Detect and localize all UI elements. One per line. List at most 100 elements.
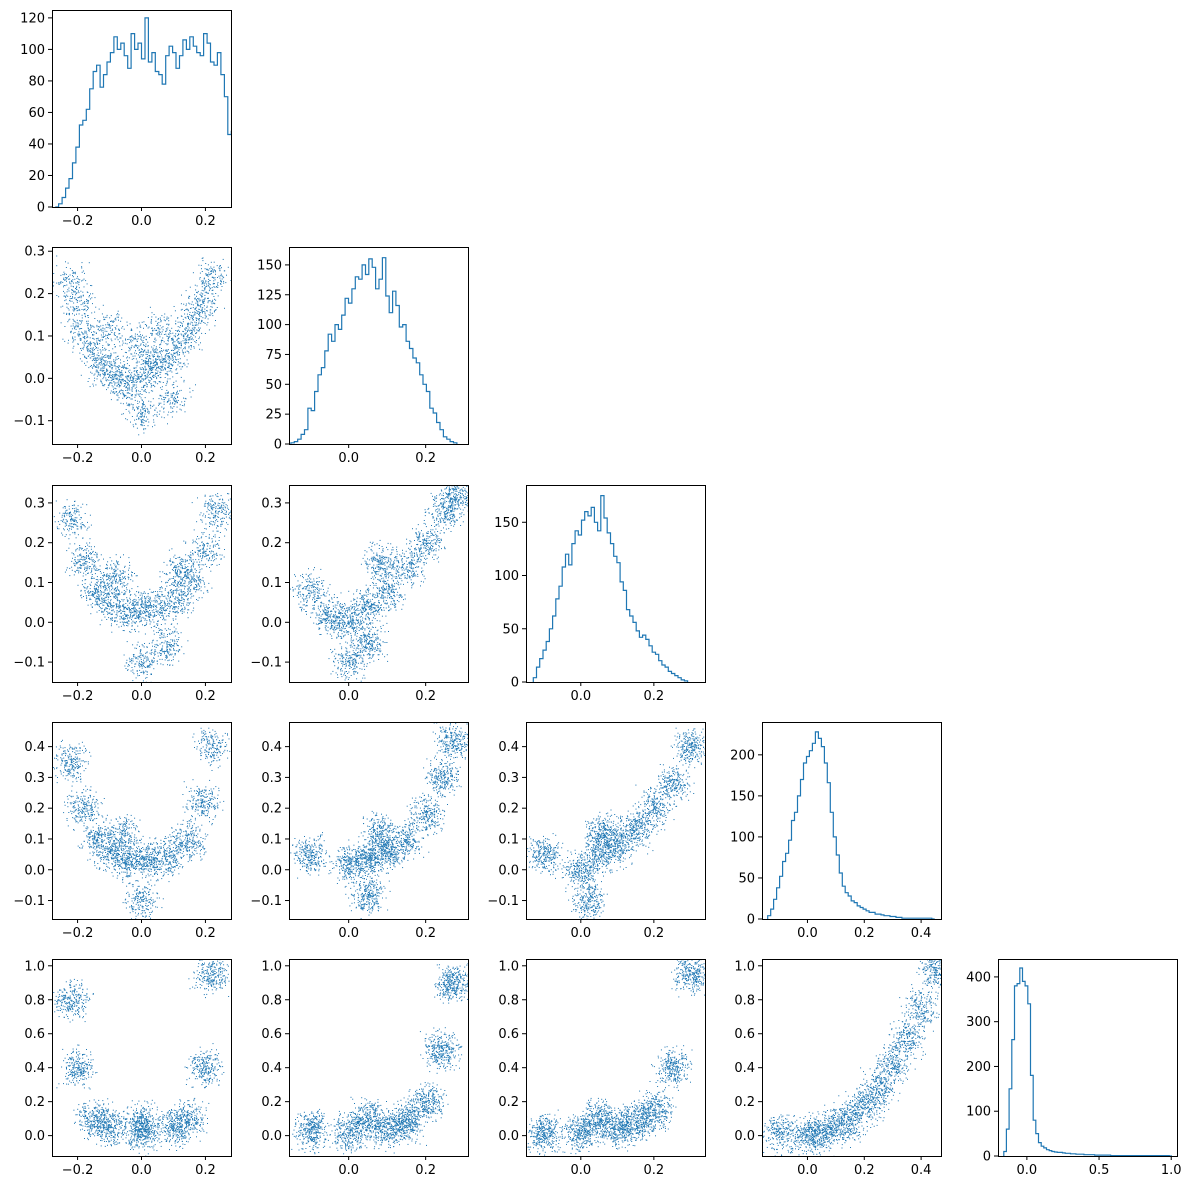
scatter-point bbox=[115, 581, 116, 583]
scatter-point bbox=[155, 347, 157, 349]
scatter-point bbox=[163, 573, 165, 574]
scatter-point bbox=[177, 372, 179, 374]
scatter-point bbox=[142, 600, 143, 602]
scatter-point bbox=[93, 374, 95, 376]
scatter-point bbox=[114, 384, 116, 386]
scatter-point bbox=[156, 333, 158, 335]
scatter-point bbox=[171, 653, 173, 655]
scatter-point bbox=[194, 313, 196, 315]
scatter-point bbox=[118, 368, 120, 370]
scatter-point bbox=[71, 523, 73, 525]
scatter-point bbox=[202, 282, 204, 284]
scatter-point bbox=[150, 377, 151, 379]
scatter-point bbox=[81, 517, 82, 519]
scatter-point bbox=[160, 587, 162, 589]
scatter-point bbox=[93, 347, 94, 349]
scatter-point bbox=[174, 341, 176, 343]
scatter-point bbox=[194, 284, 196, 286]
scatter-point bbox=[116, 573, 118, 575]
scatter-point bbox=[141, 597, 143, 599]
scatter-point bbox=[65, 261, 66, 263]
scatter-point bbox=[84, 557, 86, 558]
scatter-point bbox=[180, 309, 182, 311]
scatter-point bbox=[219, 265, 221, 267]
scatter-point bbox=[141, 399, 143, 401]
scatter-point bbox=[75, 288, 76, 289]
scatter-point bbox=[181, 366, 183, 368]
scatter-point bbox=[202, 577, 204, 579]
scatter-point bbox=[174, 576, 176, 578]
scatter-point bbox=[180, 577, 182, 579]
scatter-point bbox=[116, 377, 118, 379]
scatter-point bbox=[117, 395, 119, 397]
scatter-point bbox=[155, 407, 157, 409]
scatter-point bbox=[187, 363, 189, 365]
scatter-point bbox=[205, 528, 207, 530]
scatter-point bbox=[83, 345, 85, 347]
scatter-point bbox=[114, 571, 116, 573]
scatter-point bbox=[147, 599, 149, 601]
scatter-point bbox=[165, 333, 167, 335]
scatter-point bbox=[110, 399, 112, 401]
scatter-point bbox=[184, 582, 186, 584]
y-tick-label: 150 bbox=[257, 258, 282, 273]
scatter-point bbox=[100, 325, 102, 327]
scatter-point bbox=[171, 416, 173, 418]
scatter-point bbox=[130, 594, 132, 595]
scatter-point bbox=[212, 530, 214, 532]
scatter-point bbox=[111, 613, 113, 615]
scatter-point bbox=[187, 323, 189, 325]
scatter-point bbox=[98, 595, 99, 597]
scatter-point bbox=[184, 588, 185, 590]
scatter-point bbox=[124, 565, 126, 567]
scatter-point bbox=[123, 386, 125, 387]
scatter-point bbox=[173, 606, 175, 608]
scatter-point bbox=[119, 615, 121, 617]
scatter-point bbox=[126, 378, 128, 380]
scatter-point bbox=[96, 364, 98, 366]
scatter-point bbox=[102, 367, 104, 369]
scatter-point bbox=[178, 341, 180, 343]
scatter-point bbox=[118, 371, 120, 372]
scatter-point bbox=[77, 511, 79, 513]
scatter-point bbox=[111, 382, 113, 384]
scatter-point bbox=[178, 333, 180, 335]
scatter-point bbox=[187, 571, 189, 573]
scatter-point bbox=[139, 598, 141, 600]
scatter-point bbox=[134, 394, 136, 396]
scatter-point bbox=[137, 604, 139, 606]
scatter-point bbox=[173, 335, 175, 337]
scatter-point bbox=[65, 523, 67, 525]
scatter-point bbox=[122, 604, 124, 606]
scatter-point bbox=[78, 292, 80, 294]
scatter-point bbox=[146, 601, 148, 603]
scatter-point bbox=[119, 376, 120, 378]
scatter-point bbox=[173, 350, 175, 351]
scatter-point bbox=[59, 512, 61, 514]
scatter-point bbox=[88, 557, 89, 559]
scatter-point bbox=[206, 511, 208, 513]
scatter-point bbox=[112, 574, 114, 576]
scatter-point bbox=[81, 548, 83, 550]
scatter-point bbox=[206, 542, 208, 544]
scatter-point bbox=[151, 664, 153, 666]
scatter-point bbox=[102, 581, 104, 583]
scatter-point bbox=[144, 605, 146, 607]
scatter-point bbox=[195, 317, 197, 319]
scatter-point bbox=[152, 390, 154, 392]
scatter-point bbox=[126, 375, 128, 377]
scatter-point bbox=[154, 613, 156, 615]
scatter-point bbox=[75, 510, 77, 512]
scatter-point bbox=[102, 347, 103, 348]
scatter-point bbox=[123, 571, 125, 573]
scatter-point bbox=[133, 656, 135, 658]
scatter-point bbox=[127, 665, 129, 667]
y-tick-label: 0 bbox=[983, 1150, 991, 1165]
scatter-point bbox=[111, 379, 113, 381]
scatter-point bbox=[162, 645, 164, 647]
scatter-point bbox=[123, 367, 124, 369]
x-tick-label: 0.0 bbox=[1017, 1163, 1038, 1178]
scatter-point bbox=[118, 328, 120, 330]
scatter-point bbox=[110, 321, 111, 322]
scatter-point bbox=[115, 366, 117, 368]
